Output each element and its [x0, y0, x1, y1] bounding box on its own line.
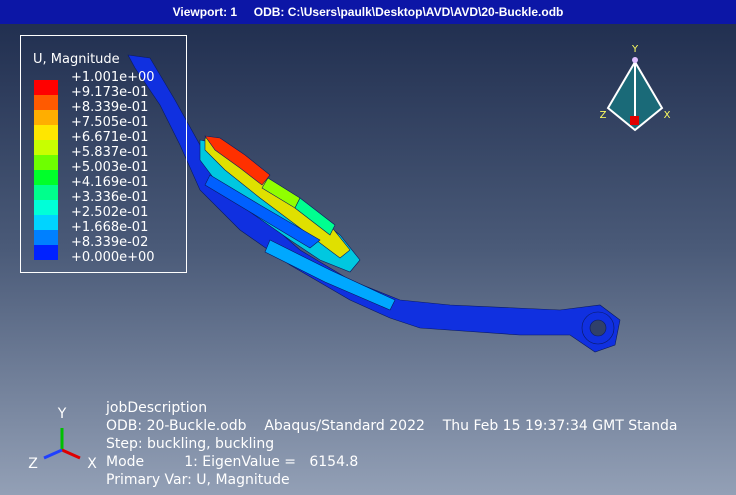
- legend-label: +3.336e-01: [71, 190, 149, 205]
- legend-label: +0.000e+00: [71, 250, 155, 265]
- legend-label: +6.671e-01: [71, 130, 149, 145]
- legend-swatch: [34, 215, 58, 230]
- legend-label: +2.502e-01: [71, 205, 149, 220]
- axis-label: Z: [28, 456, 38, 472]
- legend-swatch: [34, 200, 58, 215]
- legend-swatch: [34, 155, 58, 170]
- legend-label: +1.001e+00: [71, 70, 155, 85]
- legend-swatch: [34, 110, 58, 125]
- info-line: ODB: 20-Buckle.odb Abaqus/Standard 2022 …: [106, 418, 678, 434]
- axis-label: Y: [57, 406, 67, 422]
- info-line: Step: buckling, buckling: [106, 436, 275, 452]
- triad-top: Y Z X: [600, 44, 671, 132]
- legend-swatch: [34, 170, 58, 185]
- legend-label: +8.339e-01: [71, 100, 149, 115]
- legend-label: +8.339e-02: [71, 235, 149, 250]
- axis-label: X: [664, 110, 671, 121]
- info-line: jobDescription: [106, 400, 208, 416]
- mesh-model: [127, 54, 621, 353]
- legend-swatch: [34, 245, 58, 260]
- axis-label: X: [87, 456, 97, 472]
- info-block: jobDescription ODB: 20-Buckle.odb Abaqus/…: [106, 399, 678, 489]
- legend-swatch: [34, 185, 58, 200]
- legend-swatch: [34, 125, 58, 140]
- legend-swatch: [34, 95, 58, 110]
- legend-label: +7.505e-01: [71, 115, 149, 130]
- legend-label: +5.003e-01: [71, 160, 149, 175]
- info-line: Primary Var: U, Magnitude: [106, 472, 290, 488]
- legend-swatch: [34, 230, 58, 245]
- axis-label: Z: [600, 110, 607, 121]
- legend: U, Magnitude +1.001e+00 +9.173e-01 +8.339e…: [20, 35, 187, 273]
- info-line: Mode 1: EigenValue = 6154.8: [106, 454, 359, 470]
- legend-swatch: [34, 80, 58, 95]
- legend-swatch: [34, 140, 58, 155]
- legend-label: +4.169e-01: [71, 175, 149, 190]
- legend-title: U, Magnitude: [33, 52, 120, 67]
- legend-label: +5.837e-01: [71, 145, 149, 160]
- title-bar: Viewport: 1 ODB: C:\Users\paulk\Desktop\…: [0, 0, 736, 24]
- legend-label: +9.173e-01: [71, 85, 149, 100]
- triad-bottom: Y Z X: [28, 406, 97, 472]
- axis-label: Y: [631, 44, 639, 55]
- legend-label: +1.668e-01: [71, 220, 149, 235]
